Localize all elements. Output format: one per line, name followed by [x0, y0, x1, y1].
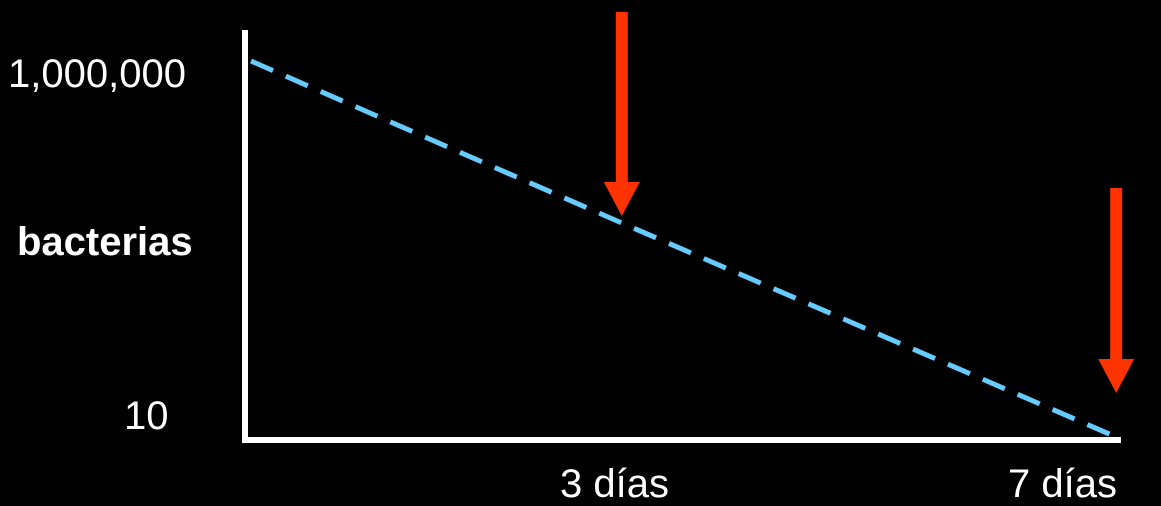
y-tick-label-bottom: 10 — [124, 394, 169, 438]
y-tick-label-top: 1,000,000 — [8, 52, 186, 96]
x-tick-label-7-dias: 7 días — [1008, 462, 1117, 506]
arrow-marker-1 — [603, 12, 640, 216]
y-axis-label: bacterias — [17, 220, 193, 264]
x-tick-label-3-dias: 3 días — [560, 462, 669, 506]
bacteria-trend-line — [249, 58, 1118, 440]
arrow-marker-2 — [1098, 188, 1135, 393]
